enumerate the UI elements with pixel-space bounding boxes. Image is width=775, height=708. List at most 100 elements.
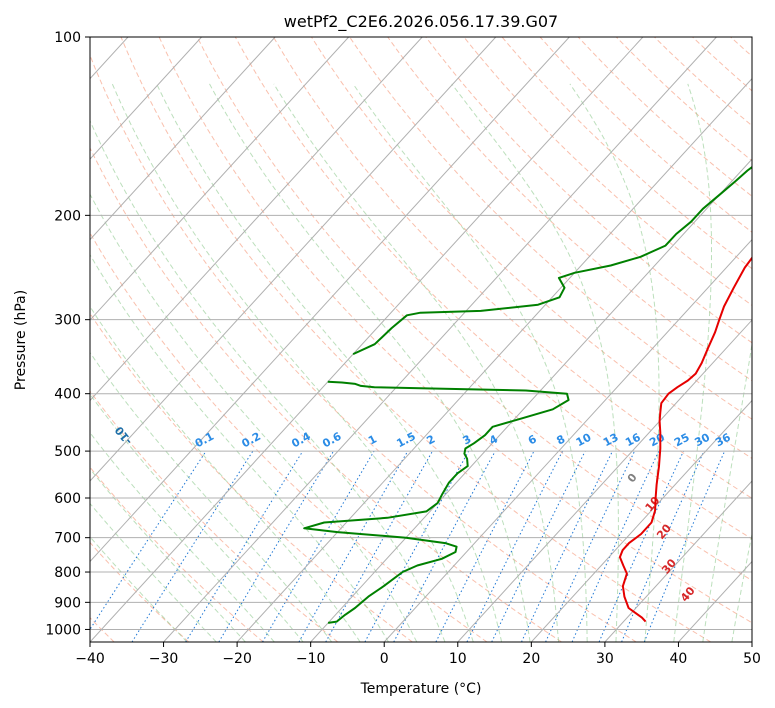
isotherm-line bbox=[90, 37, 570, 563]
mixing-ratio-label: 1.5 bbox=[394, 430, 417, 451]
moist-adiabat-label: 20 bbox=[654, 521, 674, 541]
dry-adiabat-line bbox=[120, 37, 712, 642]
y-tick-label: 500 bbox=[54, 444, 81, 460]
dry-adiabat-label: -10 bbox=[112, 423, 135, 447]
y-tick-label: 400 bbox=[54, 387, 81, 403]
dry-adiabat-line bbox=[539, 37, 752, 233]
dry-adiabat-line bbox=[654, 37, 752, 127]
x-axis-ticks: −40 −30 −20 −10 0 10 20 30 40 50 bbox=[75, 642, 761, 667]
mixing-ratio-label: 6 bbox=[526, 432, 539, 447]
moist-adiabat-line bbox=[90, 119, 446, 642]
dry-adiabat-line bbox=[349, 37, 752, 420]
x-tick-label: 40 bbox=[670, 651, 688, 667]
y-axis-ticks: 100 200 300 400 500 600 700 800 900 1000 bbox=[45, 30, 90, 638]
moist-adiabat-label: 40 bbox=[678, 584, 698, 604]
mixing-ratio-label: 8 bbox=[554, 432, 567, 447]
moist-adiabat-line bbox=[90, 351, 333, 642]
x-tick-label: −40 bbox=[75, 651, 105, 667]
dry-adiabat-line bbox=[234, 37, 752, 540]
y-tick-label: 300 bbox=[54, 313, 81, 329]
isotherm-line bbox=[310, 158, 752, 642]
isotherm-line bbox=[90, 37, 276, 241]
moist-adiabat-line bbox=[90, 193, 418, 642]
mixing-ratio-line bbox=[466, 450, 564, 642]
y-tick-label: 200 bbox=[54, 208, 81, 224]
dry-adiabat-line bbox=[196, 37, 752, 581]
x-tick-label: 50 bbox=[743, 651, 761, 667]
mixing-ratio-line bbox=[364, 450, 470, 642]
x-tick-label: 0 bbox=[380, 651, 389, 667]
mixing-ratio-line bbox=[643, 450, 726, 642]
mixing-ratio-line bbox=[598, 450, 684, 642]
moist-adiabat-line bbox=[90, 305, 361, 642]
dewpoint-profile-line bbox=[352, 165, 752, 356]
mixing-ratio-label: 16 bbox=[623, 431, 643, 450]
dry-adiabat-line bbox=[90, 390, 339, 642]
y-tick-label: 1000 bbox=[45, 622, 81, 638]
dry-adiabat-label: -20 bbox=[28, 388, 50, 412]
mixing-ratio-label: 0.1 bbox=[193, 430, 216, 451]
mixing-ratio-label: 20 bbox=[647, 431, 667, 450]
dewpoint-profile-line bbox=[303, 380, 570, 624]
mixing-ratio-label: 0.2 bbox=[240, 430, 263, 451]
moist-adiabat-line bbox=[90, 536, 188, 642]
dry-adiabat-line bbox=[463, 37, 752, 306]
mixing-ratio-line bbox=[325, 450, 433, 642]
dry-adiabat-line bbox=[90, 466, 264, 642]
moist-adiabat-line bbox=[352, 83, 588, 642]
y-tick-label: 100 bbox=[54, 30, 81, 46]
mixing-ratio-line bbox=[218, 450, 335, 642]
dry-adiabat-line bbox=[769, 37, 775, 642]
x-tick-label: −20 bbox=[222, 651, 252, 667]
x-tick-label: −10 bbox=[296, 651, 326, 667]
mixing-ratio-line bbox=[571, 450, 660, 642]
isotherm-line bbox=[163, 37, 717, 642]
moist-adiabat-line bbox=[209, 83, 531, 642]
moist-adiabat-line bbox=[90, 253, 389, 642]
x-tick-label: 30 bbox=[596, 651, 614, 667]
mixing-ratio-lines bbox=[90, 450, 726, 642]
mixing-ratio-label: 13 bbox=[601, 431, 621, 450]
y-tick-label: 600 bbox=[54, 491, 81, 507]
isotherm-line bbox=[90, 37, 497, 482]
isopleth-labels: -100-90-80-70-60-50-40-30-20-100.10.20.4… bbox=[28, 388, 733, 604]
moist-adiabat-line bbox=[273, 83, 560, 642]
moist-adiabat-line bbox=[90, 431, 275, 642]
moist-adiabats bbox=[90, 83, 752, 642]
temperature-profile-line bbox=[618, 256, 752, 623]
isotherm-line bbox=[678, 560, 752, 642]
mixing-ratio-line bbox=[521, 450, 613, 642]
isotherm-line bbox=[90, 37, 202, 160]
chart-title: wetPf2_C2E6.2026.056.17.39.G07 bbox=[284, 12, 558, 32]
mixing-ratio-label: 2 bbox=[424, 432, 437, 447]
mixing-ratio-label: 1 bbox=[366, 432, 379, 447]
x-tick-label: −30 bbox=[149, 651, 179, 667]
sounding-profiles bbox=[303, 165, 752, 624]
x-tick-label: 20 bbox=[522, 651, 540, 667]
mixing-ratio-label: 30 bbox=[692, 431, 712, 450]
x-tick-label: 10 bbox=[449, 651, 467, 667]
x-axis-label: Temperature (°C) bbox=[360, 681, 482, 697]
mixing-ratio-label: 0.4 bbox=[289, 430, 313, 451]
isotherm-line bbox=[236, 77, 752, 642]
mixing-ratio-line bbox=[621, 450, 705, 642]
mixing-ratio-line bbox=[491, 450, 586, 642]
mixing-ratio-label: 25 bbox=[672, 431, 692, 450]
isotherm-line bbox=[90, 37, 350, 321]
mixing-ratio-label: 4 bbox=[487, 432, 500, 447]
moist-adiabat-line bbox=[569, 83, 660, 642]
dry-adiabat-line bbox=[90, 54, 637, 642]
mixing-ratio-line bbox=[185, 450, 304, 642]
moist-adiabat-label: 30 bbox=[659, 556, 679, 576]
mixing-ratio-line bbox=[545, 450, 636, 642]
mixing-ratio-line bbox=[298, 450, 409, 642]
moist-adiabat-line bbox=[673, 83, 712, 642]
isotherm-line bbox=[383, 238, 752, 642]
dry-adiabat-line bbox=[501, 37, 752, 270]
plot-frame bbox=[89, 36, 753, 643]
moist-adiabat-line bbox=[90, 502, 217, 642]
y-tick-label: 800 bbox=[54, 565, 81, 581]
moist-adiabat-line bbox=[90, 393, 304, 642]
moist-adiabat-line bbox=[451, 83, 619, 642]
